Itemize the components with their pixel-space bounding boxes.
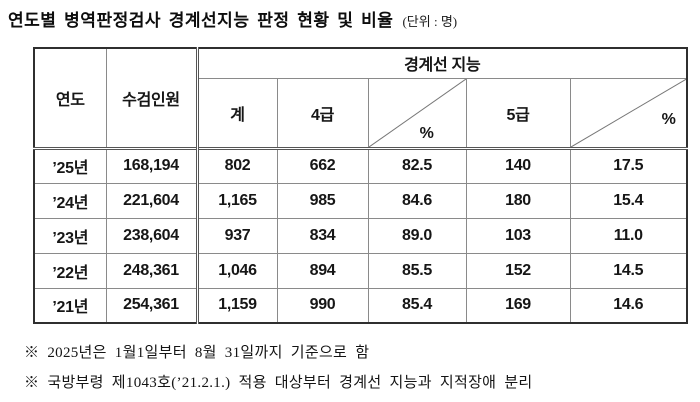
borderline-intelligence-table: 연도 수검인원 경계선 지능 계 4급 % 5급 % ’25년 [33, 47, 688, 324]
cell-grade5-percent: 14.5 [569, 252, 688, 289]
title-unit-label: (단위 : 명) [402, 14, 458, 29]
cell-grade5-percent: 14.6 [569, 287, 688, 324]
cell-grade4: 894 [276, 252, 369, 289]
cell-year: ’21년 [33, 287, 107, 324]
col-header-grade4-percent: % [367, 77, 467, 149]
cell-grade5: 180 [465, 182, 571, 219]
table-row-2022: ’22년 248,361 1,046 894 85.5 152 14.5 [33, 252, 688, 289]
cell-total: 937 [196, 217, 278, 254]
diagonal-line [369, 79, 466, 147]
cell-grade5-percent: 17.5 [569, 146, 688, 184]
col-header-grade4: 4급 [276, 77, 369, 149]
col-header-year: 연도 [33, 47, 107, 149]
table-row-2023: ’23년 238,604 937 834 89.0 103 11.0 [33, 217, 688, 254]
diagonal-line [571, 79, 687, 147]
title-text: 연도별 병역판정검사 경계선지능 판정 현황 및 비율 [8, 11, 394, 30]
cell-grade4: 662 [276, 146, 369, 184]
col-header-examined: 수검인원 [105, 47, 199, 149]
percent-symbol: % [419, 125, 434, 143]
footnote-basis-date: ※ 2025년은 1월1일부터 8월 31일까지 기준으로 함 [24, 345, 370, 361]
cell-grade4-percent: 85.5 [367, 252, 467, 289]
cell-grade4: 990 [276, 287, 369, 324]
table-row-2021: ’21년 254,361 1,159 990 85.4 169 14.6 [33, 287, 688, 324]
col-header-group-borderline: 경계선 지능 [196, 47, 688, 79]
table-row-2024: ’24년 221,604 1,165 985 84.6 180 15.4 [33, 182, 688, 219]
cell-grade4-percent: 84.6 [367, 182, 467, 219]
cell-total: 802 [196, 146, 278, 184]
cell-year: ’23년 [33, 217, 107, 254]
page-title: 연도별 병역판정검사 경계선지능 판정 현황 및 비율 (단위 : 명) [8, 6, 457, 31]
cell-grade5: 140 [465, 146, 571, 184]
footnote-regulation: ※ 국방부령 제1043호(’21.2.1.) 적용 대상부터 경계선 지능과 … [24, 375, 533, 391]
cell-total: 1,165 [196, 182, 278, 219]
cell-grade4: 985 [276, 182, 369, 219]
col-header-total: 계 [196, 77, 278, 149]
cell-year: ’25년 [33, 146, 107, 184]
cell-grade4-percent: 85.4 [367, 287, 467, 324]
cell-examined: 168,194 [105, 146, 199, 184]
table-row-2025: ’25년 168,194 802 662 82.5 140 17.5 [33, 146, 688, 184]
col-header-grade5: 5급 [465, 77, 571, 149]
cell-grade5: 169 [465, 287, 571, 324]
cell-grade5-percent: 15.4 [569, 182, 688, 219]
cell-year: ’24년 [33, 182, 107, 219]
col-header-grade5-percent: % [569, 77, 688, 149]
cell-grade4: 834 [276, 217, 369, 254]
cell-total: 1,159 [196, 287, 278, 324]
cell-examined: 248,361 [105, 252, 199, 289]
cell-grade5: 103 [465, 217, 571, 254]
percent-symbol: % [661, 110, 676, 128]
cell-grade5-percent: 11.0 [569, 217, 688, 254]
cell-total: 1,046 [196, 252, 278, 289]
cell-grade4-percent: 82.5 [367, 146, 467, 184]
cell-grade4-percent: 89.0 [367, 217, 467, 254]
cell-examined: 221,604 [105, 182, 199, 219]
cell-year: ’22년 [33, 252, 107, 289]
cell-examined: 254,361 [105, 287, 199, 324]
cell-grade5: 152 [465, 252, 571, 289]
cell-examined: 238,604 [105, 217, 199, 254]
